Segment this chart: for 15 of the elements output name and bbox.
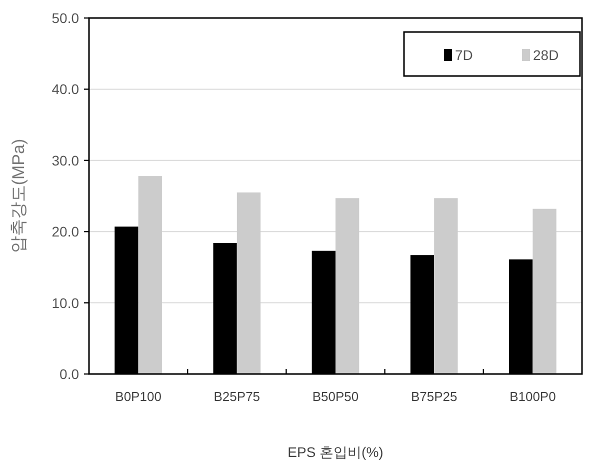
y-tick-label: 30.0 — [52, 152, 80, 168]
legend-label: 28D — [533, 47, 559, 63]
x-tick-label: B75P25 — [410, 389, 458, 404]
y-tick-label: 40.0 — [52, 81, 80, 98]
x-tick-label: B100P0 — [510, 389, 556, 404]
y-axis-title: 압축강도(MPa) — [9, 138, 28, 254]
y-tick-label: 0.0 — [60, 366, 80, 382]
x-tick-label: B25P75 — [214, 389, 260, 404]
y-tick-label: 10.0 — [52, 294, 80, 311]
y-tick-label: 50.0 — [52, 10, 80, 26]
x-tick-label: B0P100 — [115, 389, 162, 404]
x-tick-label: B50P50 — [312, 389, 359, 404]
x-axis-title: EPS 혼입비(%) — [288, 444, 384, 460]
legend-label: 7D — [455, 47, 473, 63]
y-tick-label: 20.0 — [52, 224, 80, 240]
